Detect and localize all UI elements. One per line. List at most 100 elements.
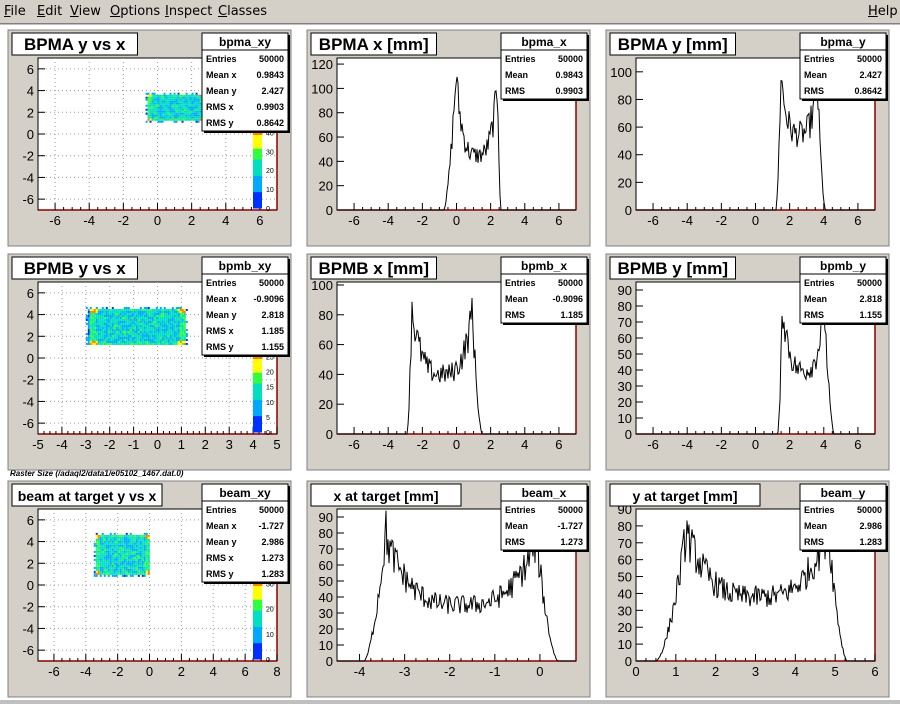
x-tick-label: 4 bbox=[222, 213, 229, 228]
heatmap-cell bbox=[129, 312, 132, 315]
heatmap-cell bbox=[129, 574, 132, 577]
menu-inspect[interactable]: Inspect bbox=[165, 4, 213, 19]
heatmap-cell bbox=[125, 544, 128, 547]
heatmap-cell bbox=[167, 118, 170, 121]
heatmap-cell bbox=[99, 322, 102, 325]
heatmap-cell bbox=[125, 572, 128, 575]
heatmap-cell bbox=[177, 94, 180, 97]
heatmap-cell bbox=[183, 112, 186, 115]
stats-name: bpma_y bbox=[820, 35, 866, 49]
heatmap-cell bbox=[169, 112, 172, 115]
heatmap-cell bbox=[113, 330, 116, 333]
heatmap-cell bbox=[143, 570, 146, 573]
heatmap-cell bbox=[195, 98, 198, 101]
heatmap-cell bbox=[163, 114, 166, 117]
heatmap-cell bbox=[97, 328, 100, 331]
heatmap-cell bbox=[105, 562, 108, 565]
heatmap-cell bbox=[133, 324, 136, 327]
heatmap-cell bbox=[89, 332, 92, 335]
y-tick-label: 4 bbox=[27, 535, 34, 550]
root-canvas[interactable]: Raster Size (/adaql2/data1/e05102_1467.d… bbox=[0, 25, 900, 700]
heatmap-cell bbox=[101, 326, 104, 329]
palette-segment bbox=[253, 648, 262, 652]
heatmap-cell bbox=[97, 572, 100, 575]
heatmap-cell bbox=[109, 544, 112, 547]
heatmap-cell bbox=[129, 570, 132, 573]
palette-segment bbox=[253, 596, 262, 600]
heatmap-cell bbox=[145, 532, 148, 535]
heatmap-cell bbox=[107, 550, 110, 553]
heatmap-cell bbox=[131, 550, 134, 553]
heatmap-cell bbox=[143, 558, 146, 561]
heatmap-cell bbox=[147, 550, 150, 553]
heatmap-cell bbox=[173, 114, 176, 117]
heatmap-cell bbox=[107, 568, 110, 571]
heatmap-cell bbox=[109, 324, 112, 327]
heatmap-cell bbox=[95, 556, 98, 559]
heatmap-cell bbox=[141, 562, 144, 565]
heatmap-cell bbox=[179, 330, 182, 333]
menu-help[interactable]: Help bbox=[868, 4, 898, 19]
heatmap-cell bbox=[183, 322, 186, 325]
menu-classes[interactable]: Classes bbox=[218, 4, 267, 19]
heatmap-cell bbox=[115, 308, 118, 311]
heatmap-cell bbox=[153, 316, 156, 319]
heatmap-cell bbox=[101, 318, 104, 321]
heatmap-cell bbox=[163, 336, 166, 339]
menu-file[interactable]: File bbox=[4, 4, 26, 19]
heatmap-cell bbox=[173, 120, 176, 123]
heatmap-cell bbox=[145, 324, 148, 327]
menu-edit[interactable]: Edit bbox=[37, 4, 63, 19]
heatmap-cell bbox=[189, 104, 192, 107]
heatmap-cell bbox=[145, 98, 148, 101]
heatmap-cell bbox=[107, 538, 110, 541]
heatmap-cell bbox=[145, 342, 148, 345]
heatmap-cell bbox=[115, 568, 118, 571]
heatmap-cell bbox=[191, 116, 194, 119]
heatmap-cell bbox=[177, 310, 180, 313]
palette-segment bbox=[253, 593, 262, 597]
heatmap-cell bbox=[119, 558, 122, 561]
heatmap-cell bbox=[179, 342, 182, 345]
heatmap-cell bbox=[91, 342, 94, 345]
heatmap-cell bbox=[141, 312, 144, 315]
heatmap-cell bbox=[161, 320, 164, 323]
heatmap-cell bbox=[141, 324, 144, 327]
heatmap-cell bbox=[133, 572, 136, 575]
heatmap-cell bbox=[133, 568, 136, 571]
heatmap-cell bbox=[161, 336, 164, 339]
palette-tick-label: 10 bbox=[266, 187, 274, 194]
heatmap-cell bbox=[143, 322, 146, 325]
heatmap-cell bbox=[139, 324, 142, 327]
menu-options[interactable]: Options bbox=[110, 4, 161, 19]
heatmap-cell bbox=[111, 552, 114, 555]
heatmap-cell bbox=[121, 564, 124, 567]
heatmap-cell bbox=[173, 118, 176, 121]
heatmap-cell bbox=[129, 536, 132, 539]
y-tick-label: 70 bbox=[319, 542, 333, 557]
heatmap-cell bbox=[135, 336, 138, 339]
stats-label: Mean bbox=[505, 70, 528, 80]
pad-bpmb_xy[interactable]: -5 -4 -3 -2 -1 0 1 2 3 4 5-6-4-202460510152025BPMB… bbox=[7, 253, 292, 471]
heatmap-cell bbox=[109, 312, 112, 315]
heatmap-cell bbox=[107, 310, 110, 313]
palette-segment bbox=[253, 153, 262, 157]
heatmap-cell bbox=[141, 326, 144, 329]
heatmap-cell bbox=[125, 314, 128, 317]
heatmap-cell bbox=[159, 324, 162, 327]
menu-view[interactable]: View bbox=[70, 4, 101, 19]
heatmap-cell bbox=[95, 542, 98, 545]
stats-name: beam_y bbox=[821, 486, 866, 500]
heatmap-cell bbox=[123, 572, 126, 575]
heatmap-cell bbox=[105, 570, 108, 573]
x-tick-label: 0 bbox=[453, 437, 460, 452]
heatmap-cell bbox=[183, 338, 186, 341]
